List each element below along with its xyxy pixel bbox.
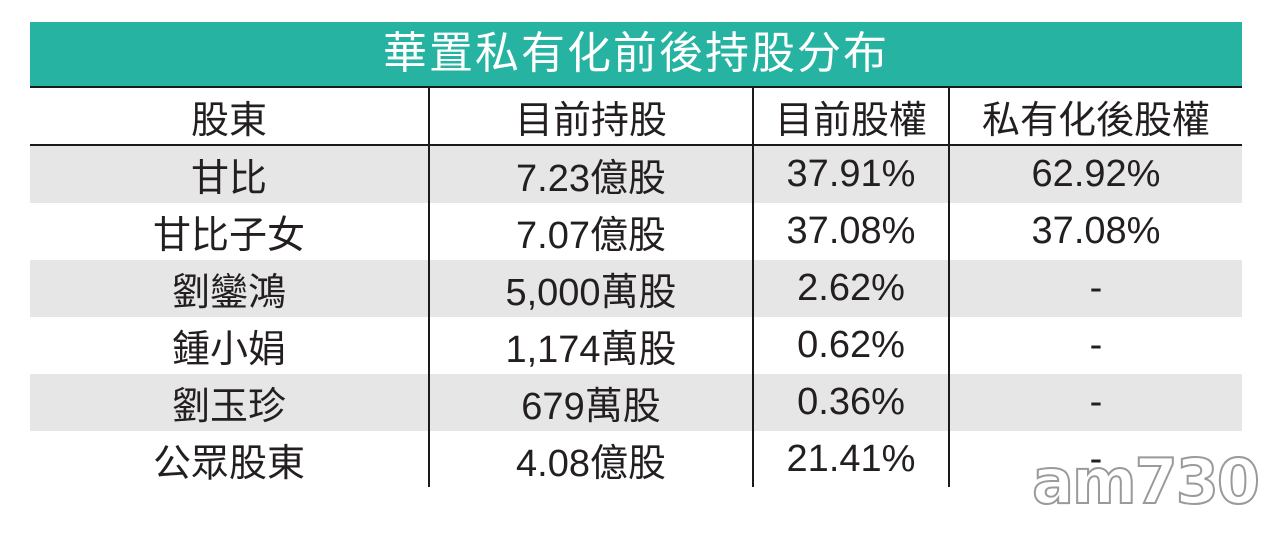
table-row: 鍾小娟 1,174萬股 0.62% - [30, 317, 1242, 374]
table-row: 甘比子女 7.07億股 37.08% 37.08% [30, 203, 1242, 260]
cell-shareholder: 劉鑾鴻 [171, 272, 286, 314]
cell-current-holding: 4.08億股 [428, 431, 752, 487]
cell-shareholder: 甘比 [190, 158, 267, 200]
cell-current-holding: 679萬股 [428, 374, 752, 431]
cell-shareholder: 鍾小娟 [171, 329, 286, 371]
cell-post-stake: 37.08% [948, 203, 1242, 260]
cell-post-stake: - [948, 431, 1242, 487]
table-row: 劉玉珍 679萬股 0.36% - [30, 374, 1242, 431]
cell-current-stake: 37.08% [752, 203, 948, 260]
cell-current-holding: 7.23億股 [428, 146, 752, 203]
cell-shareholder: 甘比子女 [152, 215, 305, 257]
cell-current-stake: 37.91% [752, 146, 948, 203]
shareholding-table: 華置私有化前後持股分布 股東 目前持股 目前股權 私有化後股權 甘比 7.23億… [30, 22, 1242, 487]
header-current-stake: 目前股權 [752, 88, 948, 144]
cell-current-holding: 1,174萬股 [428, 317, 752, 374]
header-post-privatization-stake: 私有化後股權 [948, 88, 1242, 144]
cell-post-stake: - [948, 317, 1242, 374]
cell-current-holding: 7.07億股 [428, 203, 752, 260]
cell-post-stake: - [948, 260, 1242, 317]
am730-watermark-logo: am730 [1031, 444, 1261, 519]
table-row: 甘比 7.23億股 37.91% 62.92% [30, 146, 1242, 203]
cell-post-stake: 62.92% [948, 146, 1242, 203]
header-shareholder: 股東 [190, 99, 267, 142]
cell-current-stake: 0.36% [752, 374, 948, 431]
table-row: 劉鑾鴻 5,000萬股 2.62% - [30, 260, 1242, 317]
table-title: 華置私有化前後持股分布 [30, 22, 1242, 86]
cell-shareholder: 公眾股東 [152, 442, 305, 485]
cell-current-stake: 21.41% [752, 431, 948, 487]
cell-current-stake: 0.62% [752, 317, 948, 374]
cell-shareholder: 劉玉珍 [171, 386, 286, 428]
cell-current-holding: 5,000萬股 [428, 260, 752, 317]
header-current-holding: 目前持股 [428, 88, 752, 144]
cell-post-stake: - [948, 374, 1242, 431]
table-row: 公眾股東 4.08億股 21.41% - [30, 431, 1242, 487]
cell-current-stake: 2.62% [752, 260, 948, 317]
table-header-row: 股東 目前持股 目前股權 私有化後股權 [30, 86, 1242, 146]
